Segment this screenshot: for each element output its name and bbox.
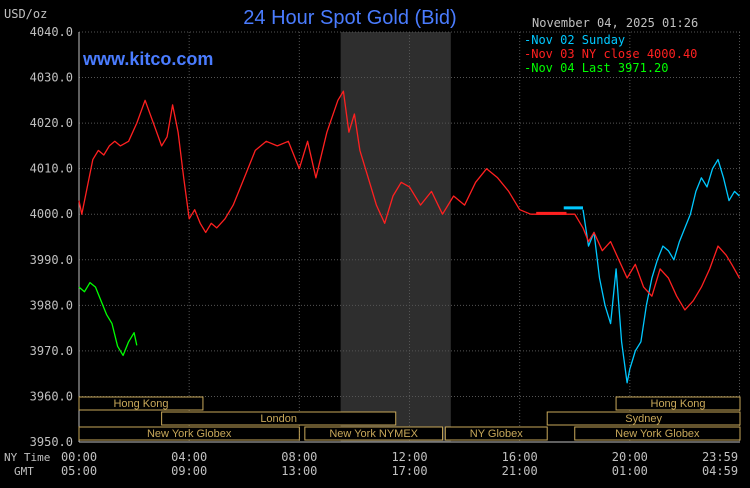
- legend-entry: -Nov 03 NY close 4000.40: [524, 47, 697, 61]
- session-bar: [546, 411, 741, 426]
- y-tick-label: 3950.0: [30, 435, 73, 449]
- session-bar: [615, 396, 741, 411]
- series-line-2: [78, 281, 138, 357]
- x-tick-label-ny: 04:00: [171, 450, 207, 464]
- x-tick-label-ny: 16:00: [502, 450, 538, 464]
- series-lines: [78, 90, 740, 384]
- chart-title: 24 Hour Spot Gold (Bid): [243, 7, 456, 29]
- chart-timestamp: November 04, 2025 01:26: [532, 16, 698, 30]
- session-bars: Hong Kong Hong Kong London Sydney New York G…: [78, 396, 741, 441]
- legend-entry: -Nov 04 Last 3971.20: [524, 61, 669, 75]
- session-label: New York Globex: [615, 428, 700, 440]
- session-bar: [78, 426, 300, 441]
- shaded-session-region: [340, 32, 451, 442]
- y-tick-label: 4040.0: [30, 25, 73, 39]
- ny-time-row-label: NY Time: [4, 451, 50, 464]
- session-label: Sydney: [625, 413, 662, 425]
- plot-frame: [78, 32, 740, 443]
- x-tick-label-ny: 00:00: [61, 450, 97, 464]
- y-tick-label: 3980.0: [30, 298, 73, 312]
- y-tick-label: 3960.0: [30, 389, 73, 403]
- x-tick-label-ny: 20:00: [612, 450, 648, 464]
- session-bar: [304, 426, 444, 441]
- x-tick-label-gmt: 13:00: [281, 464, 317, 478]
- session-label: New York NYMEX: [329, 428, 418, 440]
- session-label: Hong Kong: [651, 398, 706, 410]
- series-line-0: [582, 158, 740, 384]
- x-tick-label-ny: 23:59: [702, 450, 738, 464]
- x-tick-label-ny: 12:00: [391, 450, 427, 464]
- session-label: Hong Kong: [113, 398, 168, 410]
- legend: -Nov 02 Sunday-Nov 03 NY close 4000.40-N…: [524, 33, 697, 75]
- kitco-watermark: www.kitco.com: [82, 49, 213, 69]
- session-bar: [161, 411, 397, 426]
- session-label: NY Globex: [470, 428, 523, 440]
- y-tick-label: 4030.0: [30, 71, 73, 85]
- y-tick-labels: 3950.0 3960.0 3970.0 3980.0 3990.0 4000.0 4010…: [30, 25, 73, 449]
- y-tick-label: 4020.0: [30, 116, 73, 130]
- y-tick-label: 3970.0: [30, 344, 73, 358]
- y-tick-label: 3990.0: [30, 253, 73, 267]
- x-tick-label-gmt: 09:00: [171, 464, 207, 478]
- x-tick-label-ny: 08:00: [281, 450, 317, 464]
- x-tick-label-gmt: 01:00: [612, 464, 648, 478]
- y-tick-label: 4010.0: [30, 162, 73, 176]
- session-label: London: [260, 413, 297, 425]
- series-line-1: [78, 90, 740, 311]
- y-tick-label: 4000.0: [30, 207, 73, 221]
- x-tick-label-gmt: 05:00: [61, 464, 97, 478]
- x-tick-label-gmt: 17:00: [391, 464, 427, 478]
- session-bar: [78, 396, 204, 411]
- x-tick-label-gmt: 21:00: [502, 464, 538, 478]
- x-tick-label-gmt: 04:59: [702, 464, 738, 478]
- gmt-row-label: GMT: [14, 465, 34, 478]
- legend-entry: -Nov 02 Sunday: [524, 33, 625, 47]
- session-label: New York Globex: [147, 428, 232, 440]
- session-bar: [574, 426, 741, 441]
- y-axis-unit-label: USD/oz: [4, 7, 47, 21]
- session-bar: [444, 426, 548, 441]
